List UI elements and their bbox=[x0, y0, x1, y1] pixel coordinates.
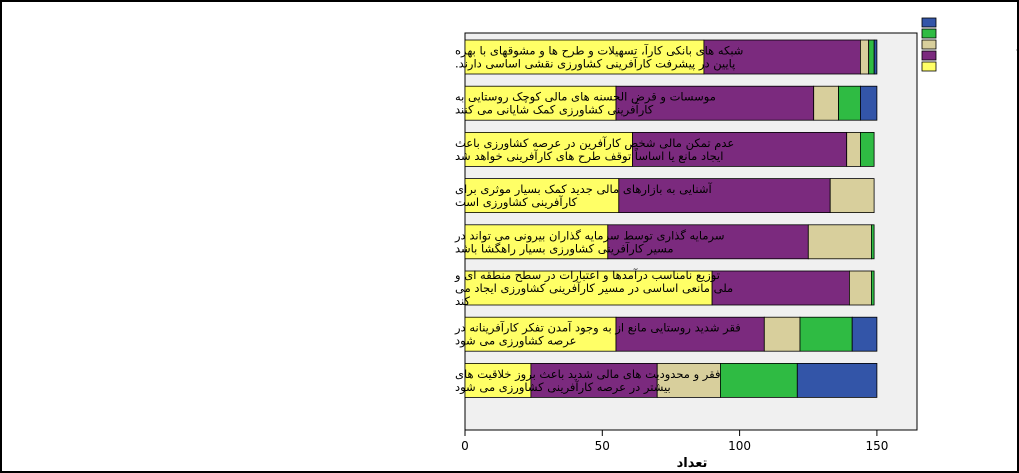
category-label-2: موسسات و قرض الحسنه های مالی کوچک روستای… bbox=[455, 90, 716, 118]
legend-label-5: کاملا موافق bbox=[1017, 61, 1019, 73]
category-label-4: آشنایی به بازارهای مالی جدید کمک بسیار م… bbox=[455, 182, 713, 210]
x-tick-label-4: 150 bbox=[865, 439, 888, 453]
category-label-8-line-1: فقر و محدودیت های مالی شدید باعث بروز خل… bbox=[455, 367, 720, 382]
category-label-6-line-2: ملی مانعی اساسی در مسیر کارآفرینی کشاورز… bbox=[455, 281, 733, 296]
bar-row7-series4 bbox=[799, 316, 853, 352]
bar-row5-series3 bbox=[807, 224, 872, 260]
bar-row8-series1 bbox=[464, 362, 532, 398]
bar-row6-series2 bbox=[711, 270, 850, 306]
bar-row7-series2 bbox=[615, 316, 765, 352]
bar-row7-series3 bbox=[763, 316, 801, 352]
x-axis: 0 50 100 150 bbox=[461, 429, 917, 453]
x-tick-label-1: 0 bbox=[461, 439, 469, 453]
x-tick-label-2: 50 bbox=[595, 439, 610, 453]
category-label-6-line-3: کند bbox=[455, 294, 471, 308]
bar-row8-series2 bbox=[530, 362, 658, 398]
category-label-2-line-2: کارآفرینی کشاورزی کمک شایانی می کنند bbox=[455, 103, 654, 118]
bar-row2-series3 bbox=[813, 85, 839, 121]
category-labels: شبکه های بانکی کارآ، تسهیلات و طرح ها و … bbox=[454, 44, 743, 395]
category-label-1-line-1: شبکه های بانکی کارآ، تسهیلات و طرح ها و … bbox=[455, 44, 743, 59]
bar-row1-series3 bbox=[860, 39, 870, 75]
bar-row4-series3 bbox=[829, 178, 875, 214]
category-label-6: توزیع نامناسب درآمدها و اعتبارات در سطح … bbox=[454, 268, 733, 308]
category-label-3-line-2: ایجاد مانع یا اساساً توقف طرح های کارآفر… bbox=[455, 147, 723, 164]
legend: کاملا مخالفمخالفبی نظرموافقکاملا موافق bbox=[921, 17, 1019, 73]
bar-row6-series1 bbox=[464, 270, 713, 306]
category-label-5-line-1: سرمایه گذاری توسط سرمایه گذاران بیرونی م… bbox=[454, 228, 724, 243]
bar-row2-series1 bbox=[464, 85, 617, 121]
category-label-2-line-1: موسسات و قرض الحسنه های مالی کوچک روستای… bbox=[455, 90, 716, 105]
bar-row3-series3 bbox=[846, 131, 861, 167]
legend-label-3: بی نظر bbox=[1016, 39, 1019, 51]
category-label-3-line-1: عدم تمکن مالی شخص کارآفرین در عرصه کشاور… bbox=[455, 136, 734, 151]
bar-row2-series5 bbox=[860, 85, 878, 121]
x-tick-label-3: 100 bbox=[728, 439, 751, 453]
category-label-5: سرمایه گذاری توسط سرمایه گذاران بیرونی م… bbox=[454, 228, 724, 256]
category-label-8-line-2: بیشتر در عرصه کارآفرینی کشاورزی می شود bbox=[455, 380, 671, 395]
legend-swatch-5 bbox=[921, 61, 937, 72]
bar-row6-series3 bbox=[849, 270, 872, 306]
bar-row5-series4 bbox=[871, 224, 875, 260]
category-label-5-line-2: مسیر کارآفرینی کشاورزی بسیار راهگشا باشد bbox=[455, 241, 674, 256]
bar-row7-series5 bbox=[851, 316, 878, 352]
bar-row1-series4 bbox=[868, 39, 875, 75]
bar-row1-series1 bbox=[464, 39, 705, 75]
legend-swatch-2 bbox=[921, 28, 937, 39]
category-label-7-line-1: فقر شدید روستایی مانع از به وجود آمدن تف… bbox=[454, 321, 741, 336]
bar-row1-series5 bbox=[873, 39, 878, 75]
legend-swatch-1 bbox=[921, 17, 937, 28]
bar-row4-series1 bbox=[464, 178, 620, 214]
category-label-4-line-2: کارآفرینی کشاورزی است bbox=[455, 195, 578, 210]
bars-layer bbox=[464, 39, 878, 398]
category-label-8: فقر و محدودیت های مالی شدید باعث بروز خل… bbox=[455, 367, 720, 395]
bar-row3-series4 bbox=[860, 131, 875, 167]
bar-row4-series2 bbox=[618, 178, 831, 214]
category-label-1: شبکه های بانکی کارآ، تسهیلات و طرح ها و … bbox=[455, 44, 743, 72]
bar-row6-series4 bbox=[871, 270, 875, 306]
category-label-4-line-1: آشنایی به بازارهای مالی جدید کمک بسیار م… bbox=[455, 182, 713, 197]
bar-row2-series2 bbox=[615, 85, 815, 121]
legend-swatch-3 bbox=[921, 39, 937, 50]
bar-row3-series2 bbox=[632, 131, 848, 167]
category-label-6-line-1: توزیع نامناسب درآمدها و اعتبارات در سطح … bbox=[454, 268, 720, 283]
legend-label-1: کاملا مخالف bbox=[1017, 17, 1019, 29]
x-axis-label: تعداد bbox=[677, 456, 708, 471]
legend-label-2: مخالف bbox=[1017, 28, 1019, 40]
legend-swatch-4 bbox=[921, 50, 937, 61]
bar-row8-series5 bbox=[796, 362, 878, 398]
category-label-7: فقر شدید روستایی مانع از به وجود آمدن تف… bbox=[454, 321, 741, 349]
category-label-3: عدم تمکن مالی شخص کارآفرین در عرصه کشاور… bbox=[455, 136, 734, 164]
bar-row1-series2 bbox=[703, 39, 861, 75]
bar-row2-series4 bbox=[838, 85, 861, 121]
category-label-7-line-2: عرصه کشاورزی می شود bbox=[455, 334, 576, 349]
bar-row8-series3 bbox=[656, 362, 721, 398]
bar-row8-series4 bbox=[720, 362, 798, 398]
category-label-1-line-2: پایین در پیشرفت کارآفرینی کشاورزی نقشی ا… bbox=[455, 57, 735, 72]
legend-label-4: موافق bbox=[1017, 50, 1019, 62]
